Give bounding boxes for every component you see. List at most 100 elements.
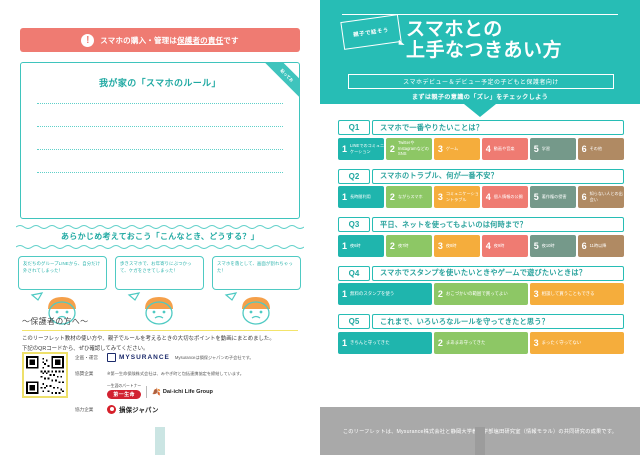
answer-option[interactable]: 4 夜9時 xyxy=(481,234,529,257)
right-page-fold xyxy=(475,427,485,455)
writing-line[interactable] xyxy=(37,126,283,127)
question-text: スマホでスタンプを使いたいときやゲームで遊びたいときは？ xyxy=(372,265,624,281)
scenario-kids-row: 友だちのグループLINEから、自分だけ外されてしまった！ 歩きスマホで、お年寄り… xyxy=(18,256,302,327)
option-number: 1 xyxy=(342,192,348,202)
scenario-section-header: あらかじめ考えておこう「こんなとき、どうする？」 xyxy=(16,224,304,249)
left-page-fold xyxy=(155,427,165,455)
daiichi-group-name: Dai-ichi Life Group xyxy=(162,388,213,395)
option-label: 動画や音楽 xyxy=(493,145,515,151)
option-number: 6 xyxy=(581,192,587,202)
option-number: 3 xyxy=(437,143,443,154)
answer-option[interactable]: 3 夜8時 xyxy=(433,234,481,257)
option-label: 個人情報の公開 xyxy=(493,194,523,200)
answer-option[interactable]: 2 まあまあ守ってきた xyxy=(433,331,529,354)
wave-divider-icon xyxy=(16,245,304,249)
mysurance-name: MYSURANCE xyxy=(119,354,170,361)
kid-illustration xyxy=(115,291,204,327)
questions-list: Q1 スマホで一番やりたいことは？ 1 LINEでのコミュニケーション 2 Twit… xyxy=(338,120,625,363)
credit-row-cooperation: 協力企業 損保ジャパン xyxy=(75,404,302,415)
speech-bubble: 友だちのグループLINEから、自分だけ外されてしまった！ xyxy=(18,256,107,290)
option-label: まあまあ守ってきた xyxy=(445,339,486,345)
answer-option[interactable]: 6 11時以降 xyxy=(577,234,625,257)
qr-code-icon xyxy=(26,356,64,394)
kid-illustration xyxy=(212,291,301,327)
daiichi-caption: 一生涯のパートナー xyxy=(107,384,142,388)
option-label: 相談して買うこともできる xyxy=(541,291,595,297)
writing-line[interactable] xyxy=(37,172,283,173)
question-number: Q5 xyxy=(338,314,370,329)
answer-option[interactable]: 3 相談して買うこともできる xyxy=(529,283,624,305)
option-label: 夜8時 xyxy=(445,242,457,248)
option-label: その他 xyxy=(589,145,603,151)
option-label: LINEでのコミュニケーション xyxy=(350,142,385,154)
option-number: 5 xyxy=(533,143,539,154)
warning-text-before: スマホの購入・管理は xyxy=(100,35,178,45)
mysurance-logo: MYSURANCE xyxy=(107,353,170,362)
guardian-note-line2: 下記のQRコードから、ぜひ確認してみてください。 xyxy=(22,345,149,352)
boy-face-icon xyxy=(30,292,76,325)
answer-option[interactable]: 6 知らない人との出会い xyxy=(577,186,625,208)
qr-code[interactable] xyxy=(22,352,68,398)
guardian-divider xyxy=(22,330,298,332)
sompo-logo: 損保ジャパン xyxy=(107,405,159,414)
answer-option[interactable]: 5 学習 xyxy=(529,137,577,160)
option-number: 3 xyxy=(437,240,443,251)
family-rules-box[interactable]: 我が家の「スマホのルール」 貼ってお xyxy=(20,62,300,219)
option-label: 夜7時 xyxy=(397,242,409,248)
question-header: Q5 これまで、いろいろなルールを守ってきたと思う？ xyxy=(338,314,624,329)
header-tag: 親子で話そう xyxy=(340,14,402,50)
header-arrow-icon xyxy=(464,104,496,117)
guardian-note-line1: このリーフレット教材の使い方や、親子でルールを考えるときの大切なポイントを動画に… xyxy=(22,336,275,343)
answer-option[interactable]: 1 きちんと守ってきた xyxy=(338,331,433,354)
option-label: 学習 xyxy=(541,145,550,151)
option-number: 2 xyxy=(389,143,395,154)
option-number: 3 xyxy=(437,192,443,202)
logo-divider xyxy=(146,385,148,398)
header-subtitle2: まずは親子の意識の「ズレ」をチェックしよう xyxy=(411,94,549,101)
sompo-name: 損保ジャパン xyxy=(119,407,159,414)
credit-row-daiichi: 一生涯のパートナー 第一生命 🍂 Dai-ichi Life Group xyxy=(75,384,302,399)
answer-option[interactable]: 3 ゲーム xyxy=(433,137,481,160)
option-number: 6 xyxy=(581,143,587,154)
option-label: 長時間利用 xyxy=(350,194,371,200)
answer-option[interactable]: 1 長時間利用 xyxy=(338,186,385,208)
scenario-item: 友だちのグループLINEから、自分だけ外されてしまった！ xyxy=(18,256,107,327)
boy-face-icon xyxy=(224,292,270,325)
answer-option[interactable]: 5 著作権の侵害 xyxy=(529,186,577,208)
daiichi-logo-group: 一生涯のパートナー 第一生命 🍂 Dai-ichi Life Group xyxy=(107,384,213,399)
question-header: Q4 スマホでスタンプを使いたいときやゲームで遊びたいときは？ xyxy=(338,265,624,281)
answer-option[interactable]: 1 無料のスタンプを使う xyxy=(338,283,433,305)
answer-options: 1 LINEでのコミュニケーション 2 TwitterやInstagramなどのSN… xyxy=(338,137,625,160)
leaf-icon: 🍂 xyxy=(152,388,161,396)
header-subtitle: スマホデビュー＆デビュー予定の子どもと保護者向け xyxy=(403,80,559,86)
warning-text-underline: 保護者の責任 xyxy=(177,35,224,45)
question-text: 平日、ネットを使ってもよいのは何時まで？ xyxy=(372,217,624,232)
answer-option[interactable]: 6 その他 xyxy=(577,137,625,160)
question-text: これまで、いろいろなルールを守ってきたと思う？ xyxy=(372,314,624,329)
answer-option[interactable]: 4 動画や音楽 xyxy=(481,137,529,160)
option-label: まったく守ってない xyxy=(541,339,582,345)
writing-line[interactable] xyxy=(37,103,283,104)
page-title: スマホとの 上手なつきあい方 xyxy=(406,20,562,62)
answer-option[interactable]: 5 夜10時 xyxy=(529,234,577,257)
wave-divider-icon xyxy=(16,225,304,229)
option-label: ゲーム xyxy=(445,145,459,151)
answer-option[interactable]: 1 LINEでのコミュニケーション xyxy=(338,137,385,160)
answer-option[interactable]: 2 おこづかいの範囲で買ってよい xyxy=(433,283,529,305)
rules-writing-lines[interactable] xyxy=(21,103,299,173)
question-number: Q4 xyxy=(338,265,370,281)
kid-illustration xyxy=(18,291,107,327)
answer-option[interactable]: 4 個人情報の公開 xyxy=(481,186,529,208)
family-rules-title: 我が家の「スマホのルール」 xyxy=(99,78,221,88)
answer-option[interactable]: 3 まったく守ってない xyxy=(529,331,624,354)
option-label: ながらスマホ xyxy=(397,194,423,200)
answer-option[interactable]: 1 夜6時 xyxy=(338,234,385,257)
answer-option[interactable]: 2 TwitterやInstagramなどのSNS xyxy=(385,137,433,160)
answer-option[interactable]: 3 コミュニケーショントラブル xyxy=(433,186,481,208)
answer-options: 1 きちんと守ってきた 2 まあまあ守ってきた 3 まったく守ってない xyxy=(338,331,624,354)
answer-option[interactable]: 2 ながらスマホ xyxy=(385,186,433,208)
answer-option[interactable]: 2 夜7時 xyxy=(385,234,433,257)
writing-line[interactable] xyxy=(37,149,283,150)
speech-bubble: 歩きスマホで、お年寄りにぶつかって、ケガをさせてしまった！ xyxy=(115,256,204,290)
credit-row-planning: 企画・運営 MYSURANCE Mysuranceは損保ジャパンの子会社です。 xyxy=(75,352,302,363)
